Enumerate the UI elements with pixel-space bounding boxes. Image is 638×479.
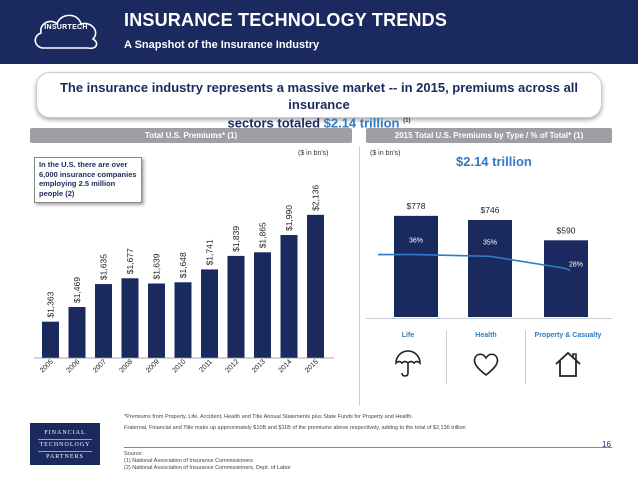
source-2: (2) National Association of Insurance Co… — [124, 465, 291, 471]
header-banner: INSURTECH INSURANCE TECHNOLOGY TRENDS A … — [0, 0, 638, 64]
footnote-1: *Premiums from Property, Life, Accident,… — [124, 414, 413, 420]
source-label: Source: — [124, 451, 143, 457]
cloud-logo-icon — [34, 14, 98, 50]
callout-prefix: sectors totaled — [227, 115, 324, 131]
ftp-logo-rule — [38, 439, 92, 440]
headline-callout: The insurance industry represents a mass… — [36, 72, 602, 130]
share-label-Property & Casualty: 28% — [569, 261, 583, 268]
bar-2006 — [68, 307, 86, 358]
panel-divider — [359, 146, 360, 406]
bar-2011 — [201, 269, 218, 358]
data-label-Property & Casualty: $590 — [557, 225, 576, 235]
right-unit-note: ($ in bn's) — [370, 150, 401, 157]
data-label-2014: $1,990 — [284, 205, 294, 231]
data-label-2012: $1,839 — [231, 226, 241, 252]
data-label-2006: $1,469 — [72, 277, 82, 303]
data-label-2011: $1,741 — [205, 239, 215, 265]
bar-2005 — [42, 321, 59, 358]
callout-value: $2.14 trillion — [323, 115, 400, 131]
info-box: In the U.S. there are over 6,000 insuran… — [34, 157, 142, 203]
bar-Health — [468, 220, 512, 317]
bar-Property & Casualty — [544, 240, 588, 317]
x-tick-2007: 2007 — [92, 358, 108, 374]
share-label-Life: 36% — [409, 238, 423, 245]
footnote-2: Fraternal, Financial and Title make up a… — [124, 425, 466, 431]
data-label-2009: $1,639 — [152, 253, 162, 279]
page-number: 16 — [602, 440, 611, 449]
bar-2013 — [254, 252, 271, 358]
share-line — [378, 253, 571, 272]
category-label-life: Life — [401, 332, 415, 339]
x-tick-2013: 2013 — [251, 358, 267, 374]
page-subtitle: A Snapshot of the Insurance Industry — [124, 39, 320, 51]
category-label-health: Health — [475, 332, 497, 339]
data-label-2007: $1,635 — [99, 254, 109, 280]
bar-2015 — [307, 214, 324, 358]
x-tick-2011: 2011 — [198, 358, 214, 374]
x-tick-2005: 2005 — [39, 358, 55, 374]
ftp-logo-line-3: PARTNERS — [46, 454, 84, 460]
data-label-Life: $778 — [407, 201, 426, 211]
data-label-Health: $746 — [481, 205, 500, 215]
x-tick-2009: 2009 — [145, 358, 161, 374]
x-tick-2010: 2010 — [171, 358, 187, 374]
ftp-logo: FINANCIAL TECHNOLOGY PARTNERS — [30, 423, 100, 465]
callout-line-1: The insurance industry represents a mass… — [59, 80, 579, 112]
x-tick-2015: 2015 — [304, 358, 320, 374]
ftp-logo-line-1: FINANCIAL — [44, 430, 86, 436]
bar-2014 — [280, 235, 298, 358]
callout-line-2: sectors totaled $2.14 trillion (1) — [37, 113, 601, 131]
ftp-logo-line-2: TECHNOLOGY — [39, 442, 91, 448]
bar-2007 — [95, 284, 112, 358]
left-panel-title: Total U.S. Premiums* (1) — [30, 128, 352, 143]
share-label-Health: 35% — [483, 239, 497, 246]
x-tick-2014: 2014 — [277, 358, 293, 374]
left-unit-note: ($ in bn's) — [298, 150, 329, 157]
category-divider-1 — [446, 330, 447, 384]
total-premiums-label: $2.14 trillion — [456, 154, 532, 169]
callout-sup: (1) — [403, 118, 411, 124]
x-tick-2008: 2008 — [118, 358, 134, 374]
bar-2010 — [174, 282, 192, 358]
bar-2008 — [121, 278, 139, 358]
x-tick-2006: 2006 — [65, 358, 81, 374]
data-label-2015: $2,136 — [311, 185, 321, 211]
premiums-by-type-chart: $778 $746 $590 36% 35% 28% — [378, 201, 588, 317]
category-label-property: Property & Casualty — [534, 332, 602, 339]
data-label-2013: $1,865 — [258, 222, 268, 248]
premiums-bar-chart: $1,363 2005 $1,469 2006 $1,635 2007 $1,677 2008… — [34, 185, 334, 374]
ftp-logo-rule — [38, 451, 92, 452]
logo-text: INSURTECH — [44, 24, 88, 31]
bar-Life — [394, 215, 438, 317]
bar-2009 — [148, 283, 165, 358]
bar-2012 — [227, 255, 245, 358]
source-1: (1) National Association of Insurance Co… — [124, 458, 254, 464]
right-chart-baseline-rule — [366, 318, 612, 319]
right-panel-title: 2015 Total U.S. Premiums by Type / % of … — [366, 128, 612, 143]
x-tick-2012: 2012 — [224, 358, 240, 374]
page-title: INSURANCE TECHNOLOGY TRENDS — [124, 10, 448, 30]
house-icon — [555, 351, 581, 377]
umbrella-icon — [395, 350, 421, 377]
data-label-2008: $1,677 — [125, 248, 135, 274]
data-label-2010: $1,648 — [178, 252, 188, 278]
footnote-rule — [124, 447, 612, 448]
heart-icon — [473, 353, 499, 377]
category-divider-2 — [525, 330, 526, 384]
data-label-2005: $1,363 — [46, 291, 56, 317]
